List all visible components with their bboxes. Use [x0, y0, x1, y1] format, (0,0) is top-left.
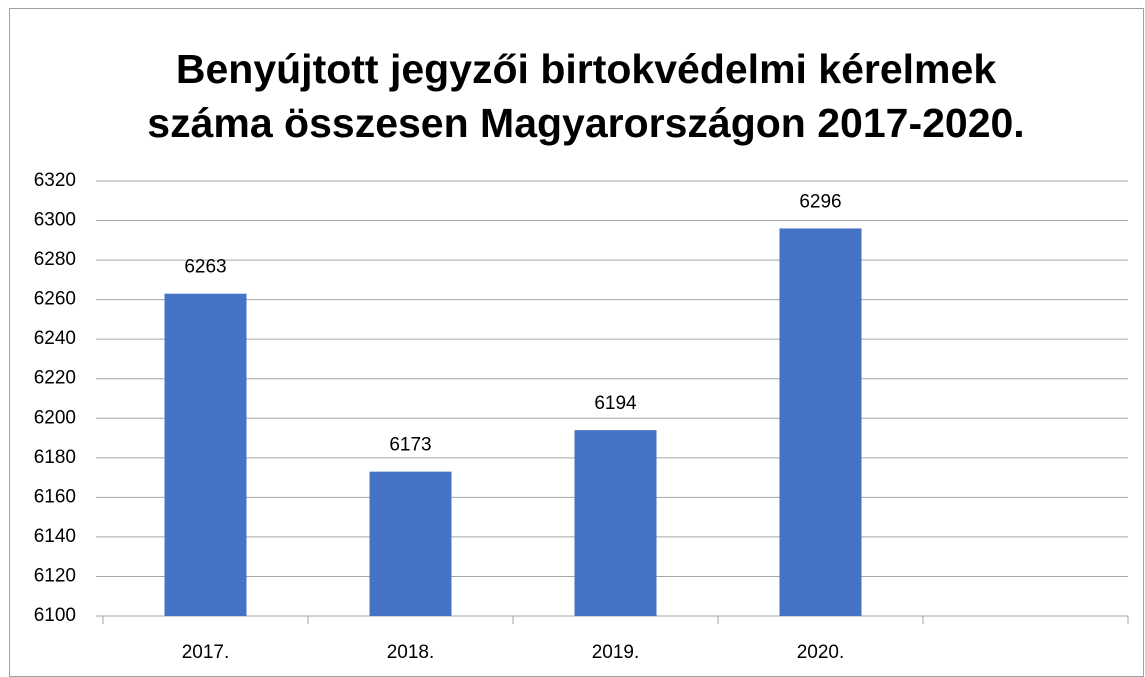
- y-tick-label: 6240: [34, 328, 76, 349]
- x-tick-label: 2019.: [592, 642, 640, 663]
- chart-title: Benyújtott jegyzői birtokvédelmi kérelme…: [176, 46, 996, 92]
- bar: [164, 293, 247, 616]
- y-tick-label: 6120: [34, 565, 76, 586]
- data-label: 6194: [594, 393, 637, 414]
- x-tick-label: 2018.: [387, 642, 435, 663]
- bar: [779, 228, 862, 617]
- bar: [369, 471, 452, 616]
- y-tick-label: 6260: [34, 289, 76, 310]
- data-label: 6296: [799, 191, 841, 212]
- chart-title: száma összesen Magyarországon 2017-2020.: [147, 100, 1024, 146]
- y-tick-label: 6200: [34, 407, 76, 428]
- y-tick-label: 6220: [34, 368, 76, 389]
- y-tick-label: 6320: [34, 170, 76, 191]
- data-label: 6173: [389, 435, 431, 456]
- x-tick-label: 2020.: [797, 642, 845, 663]
- x-tick-label: 2017.: [182, 642, 230, 663]
- y-tick-label: 6280: [34, 249, 76, 270]
- y-tick-label: 6160: [34, 486, 76, 507]
- data-label: 6263: [184, 257, 226, 278]
- y-tick-label: 6140: [34, 526, 76, 547]
- y-tick-label: 6180: [34, 447, 76, 468]
- y-tick-label: 6300: [34, 210, 76, 231]
- y-tick-label: 6100: [34, 605, 76, 626]
- bar: [574, 430, 657, 616]
